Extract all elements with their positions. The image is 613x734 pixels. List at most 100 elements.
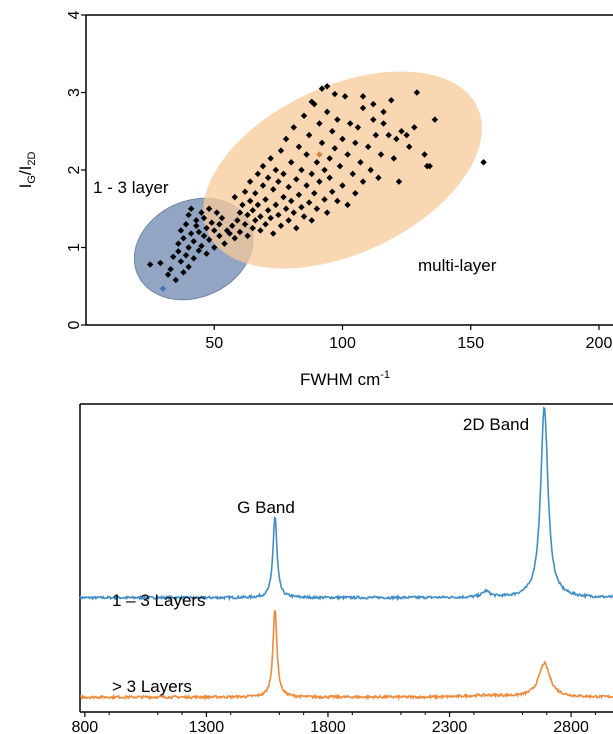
scatter-point <box>282 205 290 212</box>
scatter-point <box>321 166 328 174</box>
scatter-point <box>277 222 285 229</box>
scatter-point <box>262 196 269 203</box>
scatter-point <box>308 170 315 178</box>
scatter-point <box>213 209 221 216</box>
scatter-point <box>157 259 164 267</box>
spectrum-x-tick-label: 1800 <box>310 719 346 734</box>
scatter-point <box>367 166 374 174</box>
scatter-point <box>280 193 287 201</box>
scatter-point <box>270 230 277 237</box>
scatter-point <box>334 197 341 205</box>
series-label-more-than-3-layers: > 3 Layers <box>112 677 192 696</box>
scatter-point <box>231 193 238 201</box>
scatter-point <box>349 170 356 178</box>
scatter-point <box>270 186 277 193</box>
spectrum-chart: 800 1300 1800 2300 2800 G Band 2D Band 1 – 3… <box>72 403 613 734</box>
scatter-highlight-point <box>159 285 167 292</box>
scatter-point <box>293 176 300 183</box>
xlabel-exp: -1 <box>380 369 390 381</box>
scatter-point <box>303 182 310 189</box>
scatter-highlight-point <box>316 151 323 158</box>
spectrum-lines <box>79 406 613 701</box>
scatter-point <box>282 135 290 143</box>
scatter-point <box>249 224 256 232</box>
scatter-point <box>267 214 274 222</box>
scatter-point <box>390 155 397 162</box>
scatter-point <box>290 209 297 216</box>
scatter-point <box>334 116 341 123</box>
scatter-point <box>185 244 192 251</box>
scatter-point <box>208 219 215 226</box>
scatter-point <box>316 178 323 185</box>
scatter-x-tick-label: 50 <box>205 335 223 352</box>
scatter-point <box>352 139 359 147</box>
scatter-point <box>370 100 377 108</box>
scatter-point <box>254 201 262 209</box>
scatter-point <box>385 131 392 139</box>
ylabel-sub1: G <box>26 175 38 184</box>
scatter-point <box>216 221 223 228</box>
scatter-point <box>313 205 321 212</box>
scatter-point <box>203 250 210 257</box>
scatter-point <box>323 108 331 116</box>
g-band-label: G Band <box>237 498 295 517</box>
ylabel-sub2: 2D <box>26 152 38 166</box>
scatter-point <box>480 159 487 166</box>
scatter-point <box>395 178 403 185</box>
scatter-point <box>187 205 195 212</box>
scatter-point <box>285 217 292 224</box>
scatter-point <box>259 162 267 170</box>
scatter-point <box>275 178 282 185</box>
scatter-point <box>190 238 197 245</box>
scatter-point <box>257 227 264 234</box>
scatter-point <box>257 213 264 220</box>
scatter-point <box>336 162 344 170</box>
scatter-point <box>211 227 218 234</box>
scatter-point <box>308 217 315 224</box>
scatter-points <box>146 83 487 284</box>
scatter-point <box>300 112 308 119</box>
scatter-point <box>295 143 303 150</box>
scatter-x-ticks: 50 100 150 200 <box>205 325 612 352</box>
spectrum-x-tick-label: 2800 <box>553 719 589 734</box>
spectrum-x-tick-label: 2300 <box>432 719 468 734</box>
scatter-point <box>331 145 339 152</box>
scatter-point <box>293 224 300 232</box>
scatter-point <box>357 159 364 166</box>
scatter-point <box>313 159 321 166</box>
scatter-point <box>290 124 297 131</box>
scatter-point <box>221 240 228 247</box>
scatter-point <box>272 201 280 209</box>
region-multi-layer <box>203 71 482 269</box>
scatter-point <box>359 93 367 100</box>
scatter-point <box>190 255 197 262</box>
scatter-point <box>146 261 154 268</box>
scatter-point <box>305 131 313 139</box>
scatter-point <box>375 174 382 181</box>
scatter-point <box>241 221 249 228</box>
scatter-point <box>175 240 182 247</box>
xlabel-unit: cm <box>358 370 381 389</box>
scatter-point <box>331 90 339 98</box>
scatter-point <box>380 108 387 116</box>
scatter-point <box>175 248 182 255</box>
scatter-chart: 0 1 2 3 4 50 100 150 200 1 - 3 layer multi-laye… <box>16 10 613 389</box>
spectrum-x-ticks: 800 1300 1800 2300 2800 <box>72 712 596 734</box>
scatter-y-ticks: 0 1 2 3 4 <box>66 10 86 329</box>
scatter-point <box>275 211 282 219</box>
scatter-point <box>203 224 210 232</box>
scatter-point <box>305 199 313 206</box>
2d-band-label: 2D Band <box>463 415 529 434</box>
scatter-point <box>185 211 192 219</box>
scatter-point <box>326 174 333 181</box>
scatter-point <box>254 170 262 178</box>
scatter-point <box>339 182 346 189</box>
scatter-y-tick-label: 4 <box>66 10 83 19</box>
scatter-point <box>344 151 351 158</box>
scatter-point <box>421 151 428 158</box>
scatter-point <box>288 197 295 205</box>
scatter-point <box>170 253 177 260</box>
annotation-large-region: multi-layer <box>418 256 497 275</box>
scatter-point <box>226 230 233 237</box>
scatter-point <box>180 269 187 276</box>
